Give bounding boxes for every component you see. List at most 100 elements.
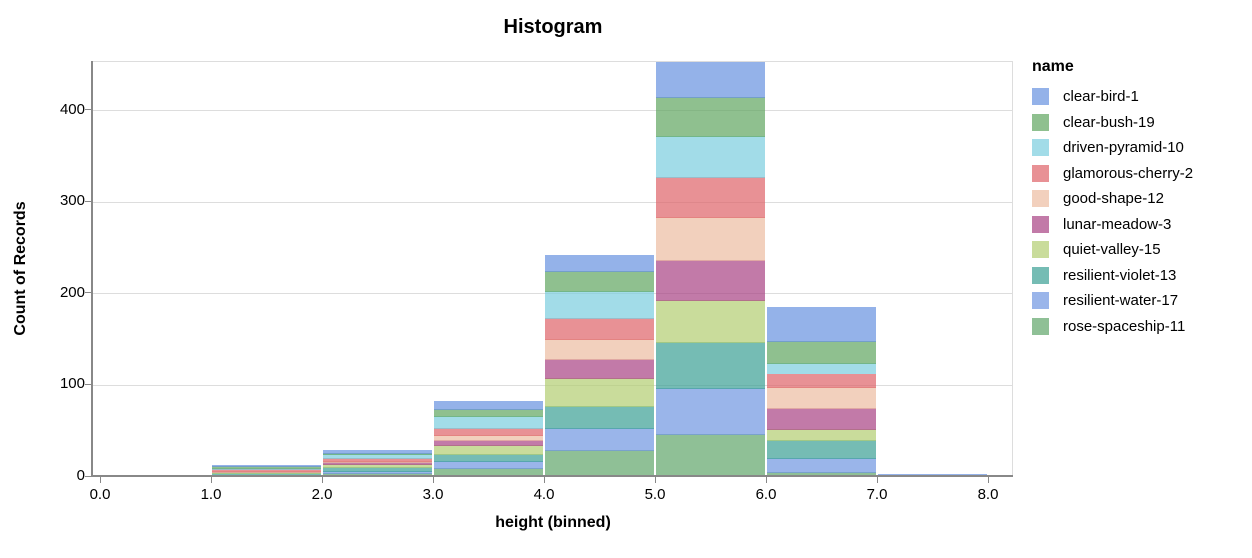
x-tick-3.0 (433, 477, 434, 483)
legend-label: resilient-violet-13 (1063, 266, 1177, 284)
legend-swatch-rose-spaceship-11 (1032, 317, 1049, 335)
bar-bin-7-8 (878, 62, 987, 477)
legend-label: good-shape-12 (1063, 190, 1164, 207)
legend-label: resilient-water-17 (1063, 292, 1179, 309)
bar-segment-glamorous-cherry-2 (545, 317, 654, 340)
x-tick-label-2.0: 2.0 (311, 486, 333, 503)
bar-segment-quiet-valley-15 (434, 444, 543, 456)
bar-segment-good-shape-12 (434, 434, 543, 442)
legend-label: lunar-meadow-3 (1063, 215, 1172, 233)
x-tick-4.0 (544, 477, 545, 483)
bar-segment-clear-bush-19 (212, 466, 321, 469)
bar-segment-quiet-valley-15 (323, 464, 432, 468)
bar-segment-resilient-water-17 (434, 461, 543, 469)
legend-swatch-glamorous-cherry-2 (1032, 164, 1049, 182)
legend: name clear-bird-1 clear-bush-19 driven-pyr… (1032, 58, 1193, 343)
bar-segment-quiet-valley-15 (767, 429, 876, 442)
bar-segment-resilient-water-17 (545, 427, 654, 452)
x-tick-2.0 (322, 477, 323, 483)
legend-item-lunar-meadow-3: lunar-meadow-3 (1032, 215, 1193, 233)
x-tick-label-4.0: 4.0 (533, 486, 555, 503)
bar-segment-clear-bush-19 (545, 270, 654, 293)
y-axis-line (91, 61, 93, 477)
bar-segment-driven-pyramid-10 (434, 415, 543, 430)
bar-segment-glamorous-cherry-2 (767, 373, 876, 389)
x-tick-label-0.0: 0.0 (89, 486, 111, 503)
legend-item-resilient-water-17: resilient-water-17 (1032, 292, 1193, 309)
bar-segment-driven-pyramid-10 (323, 454, 432, 459)
legend-item-quiet-valley-15: quiet-valley-15 (1032, 241, 1193, 258)
legend-label: rose-spaceship-11 (1063, 317, 1186, 335)
bar-segment-resilient-water-17 (323, 470, 432, 475)
legend-swatch-driven-pyramid-10 (1032, 139, 1049, 156)
x-tick-0.0 (100, 477, 101, 483)
x-tick-1.0 (211, 477, 212, 483)
legend-item-glamorous-cherry-2: glamorous-cherry-2 (1032, 164, 1194, 182)
x-tick-label-3.0: 3.0 (422, 486, 444, 503)
legend-label: glamorous-cherry-2 (1063, 164, 1194, 182)
bar-segment-rose-spaceship-11 (767, 472, 876, 477)
y-tick-200 (85, 292, 92, 294)
legend-swatch-resilient-water-17 (1032, 292, 1049, 309)
bar-segment-good-shape-12 (323, 460, 432, 464)
legend-item-driven-pyramid-10: driven-pyramid-10 (1032, 139, 1193, 156)
gridline-y-400 (93, 110, 1012, 112)
legend-swatch-quiet-valley-15 (1032, 241, 1049, 258)
y-tick-label-200: 200 (59, 283, 85, 301)
legend-item-clear-bird-1: clear-bird-1 (1032, 88, 1193, 105)
bar-segment-resilient-water-17 (656, 388, 765, 435)
bar-segment-clear-bush-19 (434, 409, 543, 417)
y-tick-label-300: 300 (59, 192, 85, 210)
x-axis-line (91, 475, 1013, 477)
bar-segment-clear-bird-1 (212, 465, 321, 468)
x-tick-label-5.0: 5.0 (644, 486, 666, 503)
y-tick-label-400: 400 (59, 100, 85, 118)
bar-segment-glamorous-cherry-2 (212, 468, 321, 472)
bar-bin-0-1 (101, 62, 210, 478)
legend-swatch-resilient-violet-13 (1032, 266, 1049, 284)
bar-segment-driven-pyramid-10 (545, 291, 654, 319)
bar-segment-lunar-meadow-3 (323, 462, 432, 466)
bar-segment-good-shape-12 (767, 387, 876, 410)
legend-swatch-good-shape-12 (1032, 190, 1049, 207)
y-tick-label-0: 0 (76, 467, 85, 484)
legend-item-good-shape-12: good-shape-12 (1032, 190, 1193, 207)
bar-segment-resilient-violet-13 (656, 342, 765, 390)
bar-segment-good-shape-12 (545, 338, 654, 360)
legend-item-rose-spaceship-11: rose-spaceship-11 (1032, 317, 1193, 335)
bar-segment-glamorous-cherry-2 (434, 428, 543, 436)
bar-bin-3-4 (434, 62, 543, 477)
bar-segment-lunar-meadow-3 (545, 358, 654, 380)
bar-segment-rose-spaceship-11 (656, 433, 765, 477)
bar-segment-driven-pyramid-10 (656, 136, 765, 178)
x-tick-7.0 (877, 477, 878, 483)
x-tick-label-6.0: 6.0 (755, 486, 777, 503)
bar-segment-clear-bird-1 (767, 306, 876, 342)
bar-segment-clear-bird-1 (434, 400, 543, 411)
y-tick-0 (85, 475, 92, 477)
bar-segment-lunar-meadow-3 (434, 440, 543, 446)
legend-label: quiet-valley-15 (1063, 241, 1161, 258)
legend-item-clear-bush-19: clear-bush-19 (1032, 113, 1193, 131)
legend-swatch-lunar-meadow-3 (1032, 215, 1049, 233)
plot-area (93, 61, 1013, 478)
bar-segment-resilient-violet-13 (545, 406, 654, 429)
x-tick-label-1.0: 1.0 (200, 486, 222, 503)
bar-segment-quiet-valley-15 (656, 300, 765, 344)
legend-label: clear-bush-19 (1063, 113, 1155, 131)
bar-bin-1-2 (212, 62, 321, 478)
bar-segment-lunar-meadow-3 (656, 259, 765, 302)
x-tick-6.0 (766, 477, 767, 483)
y-tick-100 (85, 383, 92, 385)
bar-segment-resilient-violet-13 (212, 473, 321, 477)
legend-label: clear-bird-1 (1063, 88, 1139, 105)
legend-items: clear-bird-1 clear-bush-19 driven-pyramid-… (1032, 88, 1193, 335)
bar-segment-clear-bush-19 (767, 340, 876, 364)
bar-segment-rose-spaceship-11 (434, 467, 543, 477)
x-tick-8.0 (988, 477, 989, 483)
bar-segment-good-shape-12 (656, 216, 765, 261)
chart-title: Histogram (503, 16, 603, 38)
x-axis-title: height (binned) (495, 514, 611, 531)
bar-segment-driven-pyramid-10 (767, 362, 876, 375)
